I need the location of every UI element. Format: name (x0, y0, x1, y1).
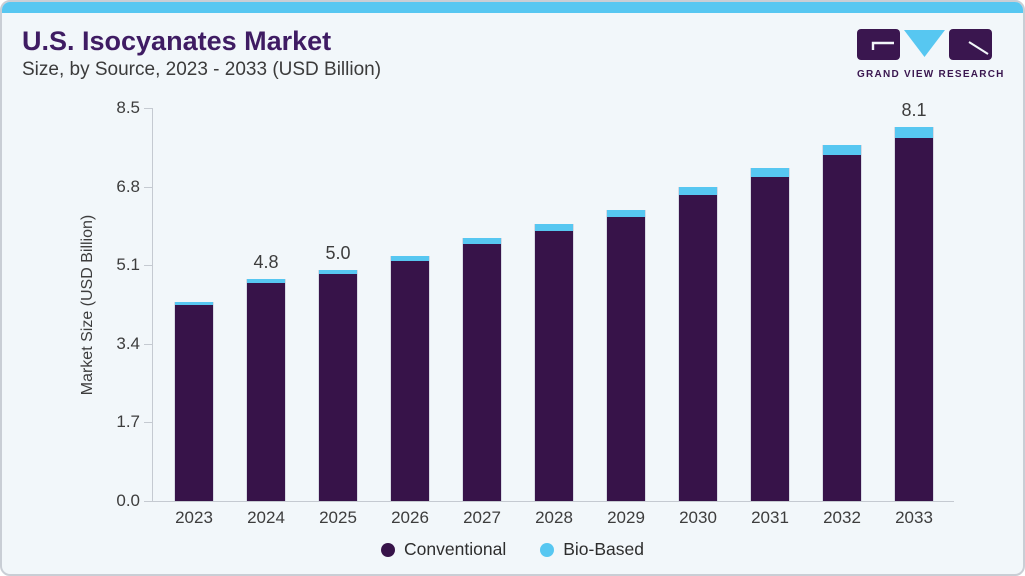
page-subtitle: Size, by Source, 2023 - 2033 (USD Billio… (22, 59, 382, 80)
bar-group-2023 (174, 302, 214, 501)
gvr-logo-mark-icon (857, 29, 992, 60)
y-tick-label: 3.4 (116, 334, 140, 353)
bar-group-2025 (318, 270, 358, 501)
legend-item-conventional: Conventional (381, 539, 506, 560)
bar-segment-conventional (463, 244, 501, 501)
bar-segment-conventional (607, 217, 645, 501)
x-axis-label: 2032 (823, 508, 861, 527)
page-title: U.S. Isocyanates Market (22, 26, 332, 56)
bar-group-2030 (678, 187, 718, 501)
x-axis-label: 2030 (679, 508, 717, 527)
y-tick-label: 8.5 (116, 98, 140, 117)
bar-segment-bio-based (175, 302, 213, 305)
bar-group-2026 (390, 256, 430, 501)
legend-label-conventional: Conventional (404, 539, 507, 559)
bar-group-2029 (606, 210, 646, 501)
conventional-swatch-icon (381, 542, 396, 557)
y-tick (144, 501, 152, 502)
x-axis-line (152, 501, 954, 502)
y-tick-label: 1.7 (116, 412, 140, 431)
bar-segment-bio-based (463, 238, 501, 244)
legend: Conventional Bio-Based (2, 539, 1023, 560)
gvr-logo: GRAND VIEW RESEARCH (857, 29, 1005, 80)
bar-group-2031 (750, 168, 790, 501)
bar-segment-bio-based (751, 168, 789, 177)
legend-item-bio-based: Bio-Based (540, 539, 644, 560)
bar-segment-bio-based (823, 145, 861, 155)
bar-segment-bio-based (679, 187, 717, 195)
bar-segment-conventional (247, 283, 285, 501)
bar-value-label: 5.0 (325, 243, 351, 263)
bar-value-label: 8.1 (901, 100, 927, 120)
y-tick (144, 422, 152, 423)
x-axis-label: 2029 (607, 508, 645, 527)
bar-segment-conventional (679, 195, 717, 501)
x-axis-label: 2025 (319, 508, 357, 527)
bar-group-2033 (894, 127, 934, 501)
gvr-logo-text: GRAND VIEW RESEARCH (857, 69, 1005, 80)
legend-label-bio-based: Bio-Based (563, 539, 644, 559)
y-tick (144, 108, 152, 109)
top-accent-bar (2, 2, 1023, 13)
bar-group-2027 (462, 238, 502, 501)
y-tick-label: 5.1 (116, 255, 140, 274)
bar-segment-conventional (751, 177, 789, 501)
bar-segment-bio-based (895, 127, 933, 138)
bar-segment-conventional (391, 261, 429, 501)
y-tick-label: 6.8 (116, 177, 140, 196)
bar-segment-conventional (535, 231, 573, 501)
x-axis-label: 2033 (895, 508, 933, 527)
bar-group-2024 (246, 279, 286, 501)
bar-segment-bio-based (247, 279, 285, 283)
x-axis-label: 2024 (247, 508, 285, 527)
x-axis-label: 2028 (535, 508, 573, 527)
x-axis-label: 2027 (463, 508, 501, 527)
y-axis-title: Market Size (USD Billion) (79, 214, 96, 396)
x-axis-label: 2026 (391, 508, 429, 527)
y-axis-line (152, 108, 153, 501)
bar-group-2032 (822, 145, 862, 501)
bio-based-swatch-icon (540, 542, 555, 557)
bar-segment-bio-based (535, 224, 573, 231)
bar-group-2028 (534, 224, 574, 501)
bar-segment-conventional (823, 155, 861, 501)
bar-segment-bio-based (607, 210, 645, 217)
bar-segment-bio-based (391, 256, 429, 261)
x-axis-label: 2023 (175, 508, 213, 527)
bar-value-label: 4.8 (253, 252, 279, 272)
y-tick-label: 0.0 (116, 491, 140, 510)
bar-segment-conventional (895, 138, 933, 501)
x-axis-label: 2031 (751, 508, 789, 527)
y-tick (144, 265, 152, 266)
bar-segment-conventional (319, 274, 357, 501)
bar-segment-bio-based (319, 270, 357, 274)
y-tick (144, 344, 152, 345)
y-tick (144, 187, 152, 188)
bar-segment-conventional (175, 305, 213, 501)
